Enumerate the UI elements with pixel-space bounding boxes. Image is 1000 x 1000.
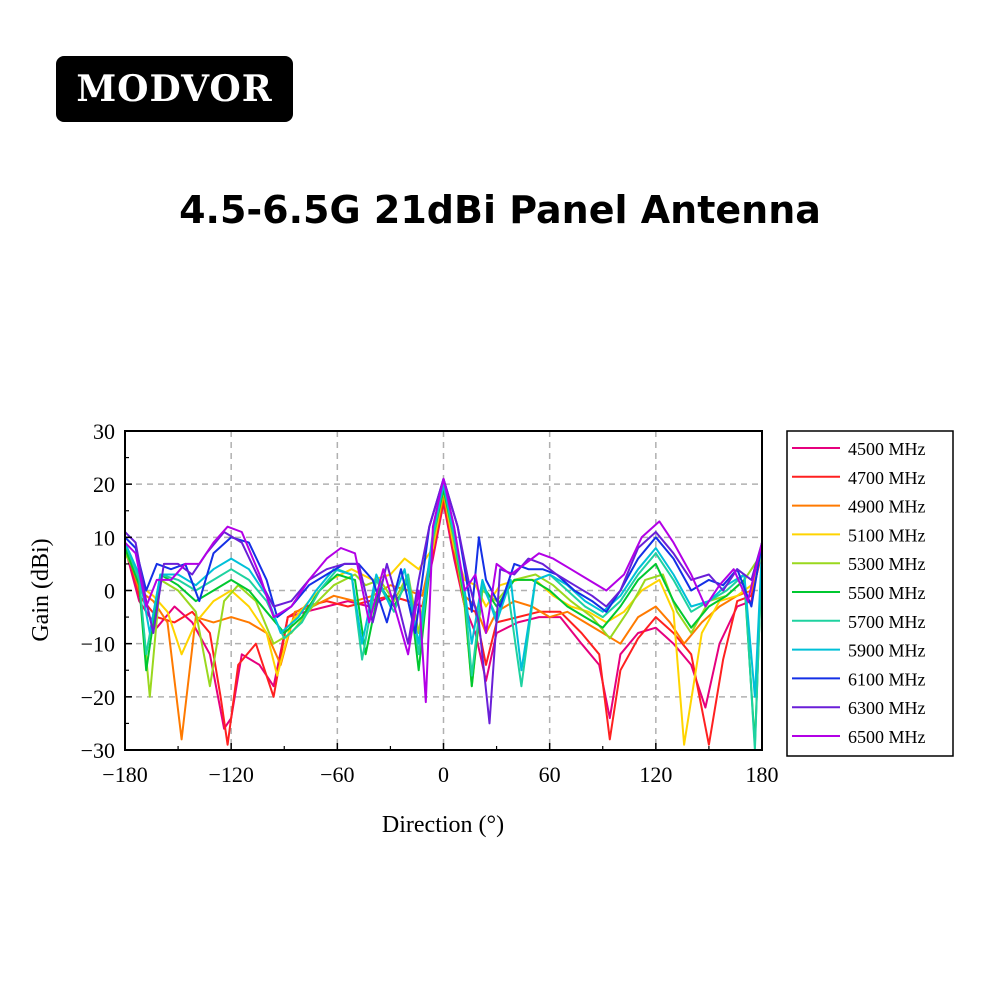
legend-label: 5500 MHz xyxy=(848,583,926,603)
series-lines xyxy=(125,477,762,750)
axis-ticks: −180 −120 −60 0 60 120 180 −30 −20 −10 0 10 20 30 xyxy=(81,419,779,787)
x-axis-label: Direction (°) xyxy=(382,812,504,838)
x-tick-label: 60 xyxy=(539,762,561,787)
page-title: 4.5-6.5G 21dBi Panel Antenna xyxy=(179,188,821,232)
legend-box xyxy=(786,430,954,757)
x-tick-label: −180 xyxy=(102,762,147,787)
series-line-5500-mhz xyxy=(125,488,762,746)
series-line-4700-mhz xyxy=(125,499,762,746)
y-tick-label: 30 xyxy=(93,419,115,444)
brand-logo: MODVOR xyxy=(56,56,293,122)
x-tick-label: 120 xyxy=(639,762,672,787)
y-tick-label: −20 xyxy=(81,685,115,710)
y-tick-label: 10 xyxy=(93,525,115,550)
x-tick-label: 180 xyxy=(746,762,779,787)
x-tick-label: 0 xyxy=(438,762,449,787)
series-line-6500-mhz xyxy=(125,477,762,704)
x-tick-label: −120 xyxy=(208,762,253,787)
legend-label: 6500 MHz xyxy=(848,727,926,747)
legend-label: 4500 MHz xyxy=(848,439,926,459)
x-tick-label: −60 xyxy=(320,762,354,787)
legend-label: 4700 MHz xyxy=(848,468,926,488)
brand-logo-text: MODVOR xyxy=(76,68,273,110)
legend-label: 5300 MHz xyxy=(848,554,926,574)
series-line-6300-mhz xyxy=(125,477,762,725)
legend-label: 5700 MHz xyxy=(848,612,926,632)
y-axis-label: Gain (dBi) xyxy=(28,538,54,641)
legend: 4500 MHz 4700 MHz 4900 MHz 5100 MHz 5300 MHz… xyxy=(786,430,954,757)
y-tick-label: 20 xyxy=(93,472,115,497)
legend-label: 4900 MHz xyxy=(848,497,926,517)
y-tick-label: −10 xyxy=(81,632,115,657)
series-line-5900-mhz xyxy=(125,483,762,698)
legend-label: 6300 MHz xyxy=(848,698,926,718)
y-tick-label: −30 xyxy=(81,738,115,763)
legend-label: 6100 MHz xyxy=(848,669,926,689)
y-tick-label: 0 xyxy=(104,579,115,604)
legend-label: 5100 MHz xyxy=(848,525,926,545)
legend-label: 5900 MHz xyxy=(848,641,926,661)
